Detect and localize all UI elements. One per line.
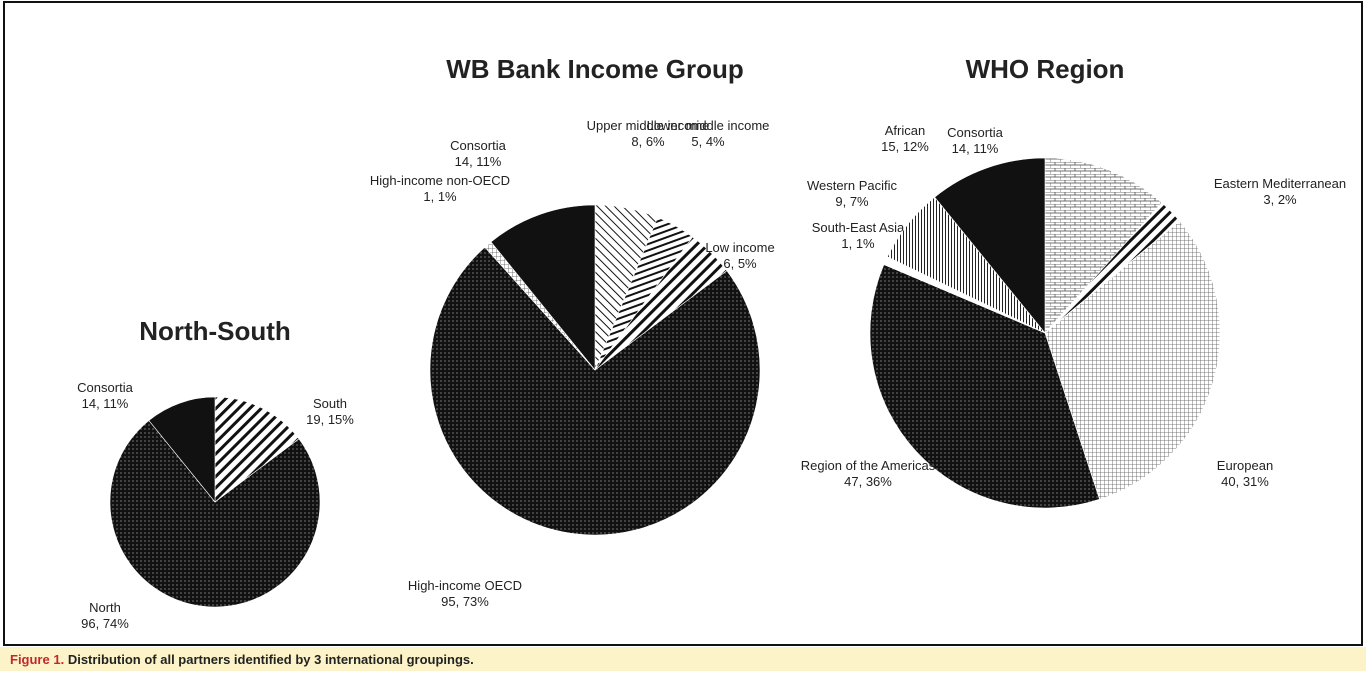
slice-category: Low income	[705, 240, 774, 255]
chart-title: North-South	[139, 316, 291, 346]
slice-category: Western Pacific	[807, 178, 898, 193]
caption-bar	[0, 647, 1366, 671]
slice-category: South	[313, 396, 347, 411]
slice-label: Consortia 14, 11%	[77, 380, 133, 411]
slice-label: High-income non-OECD 1, 1%	[370, 173, 510, 204]
pie-slice	[109, 420, 321, 608]
slice-label: European 40, 31%	[1217, 458, 1273, 489]
slice-category: North	[89, 600, 121, 615]
slice-value: 95, 73%	[441, 594, 489, 609]
slice-label: Eastern Mediterranean 3, 2%	[1214, 176, 1346, 207]
slice-value: 5, 4%	[691, 134, 725, 149]
slice-label: South 19, 15%	[306, 396, 354, 427]
slice-label: Consortia 14, 11%	[450, 138, 506, 169]
slice-label: Region of the Americas 47, 36%	[801, 458, 936, 489]
slice-category: High-income non-OECD	[370, 173, 510, 188]
slice-category: Consortia	[450, 138, 506, 153]
caption-text: Distribution of all partners identified …	[68, 652, 474, 667]
chart-title: WHO Region	[966, 54, 1125, 84]
slice-category: Region of the Americas	[801, 458, 936, 473]
slice-value: 8, 6%	[631, 134, 665, 149]
slice-category: Lower middle income	[647, 118, 770, 133]
caption-label: Figure 1.	[10, 652, 64, 667]
slice-category: Upper middle income	[587, 118, 710, 133]
slice-value: 15, 12%	[881, 139, 929, 154]
slice-category: South-East Asia	[812, 220, 905, 235]
slice-category: African	[885, 123, 925, 138]
pie-slice	[869, 264, 1100, 509]
slice-label: African 15, 12%	[881, 123, 929, 154]
slice-value: 47, 36%	[844, 474, 892, 489]
slice-value: 14, 11%	[82, 396, 129, 411]
slice-label: High-income OECD 95, 73%	[408, 578, 522, 609]
slice-label: Lower middle income 5, 4%	[647, 118, 770, 149]
slice-value: 14, 11%	[952, 141, 999, 156]
pie-slice	[490, 204, 596, 371]
pie-slice	[1044, 220, 1221, 500]
slice-value: 6, 5%	[723, 256, 757, 271]
slice-label: Low income 6, 5%	[705, 240, 774, 271]
caption: Figure 1. Distribution of all partners i…	[10, 652, 474, 667]
slice-value: 1, 1%	[841, 236, 875, 251]
slice-value: 40, 31%	[1221, 474, 1269, 489]
slice-category: Consortia	[77, 380, 133, 395]
slice-label: South-East Asia 1, 1%	[812, 220, 905, 251]
slice-category: Eastern Mediterranean	[1214, 176, 1346, 191]
slice-label: Western Pacific 9, 7%	[807, 178, 898, 209]
slice-value: 96, 74%	[81, 616, 129, 631]
slice-label: Upper middle income 8, 6%	[587, 118, 710, 149]
frame	[3, 1, 1363, 646]
slice-value: 9, 7%	[835, 194, 869, 209]
pie-slice	[214, 396, 300, 503]
slice-label: North 96, 74%	[81, 600, 129, 631]
slice-label: Consortia 14, 11%	[947, 125, 1003, 156]
pie-slice	[148, 396, 216, 503]
slice-category: Consortia	[947, 125, 1003, 140]
chart-title: WB Bank Income Group	[446, 54, 744, 84]
slice-category: High-income OECD	[408, 578, 522, 593]
slice-value: 1, 1%	[423, 189, 457, 204]
pie-slice	[934, 157, 1046, 334]
slice-value: 14, 11%	[455, 154, 502, 169]
slice-value: 3, 2%	[1263, 192, 1297, 207]
pie-slice	[1044, 157, 1163, 334]
slice-value: 19, 15%	[306, 412, 354, 427]
slice-category: European	[1217, 458, 1273, 473]
pie-slice	[429, 246, 761, 536]
